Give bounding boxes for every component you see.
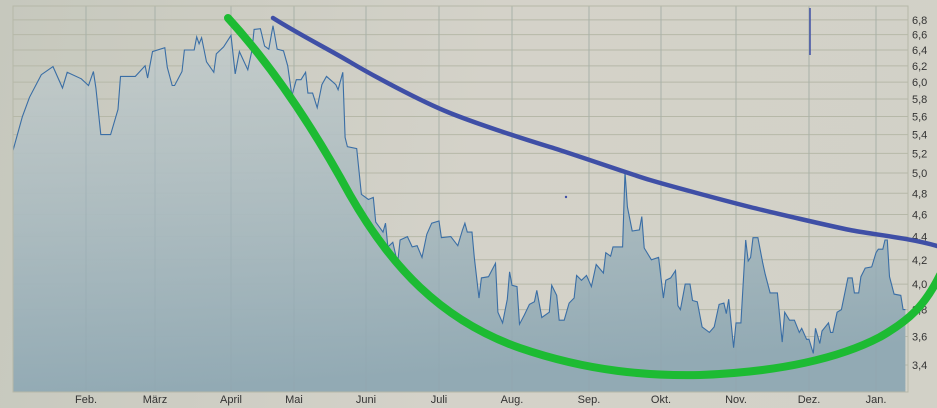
y-tick-label: 6,6 <box>912 30 927 42</box>
x-tick-label: Dez. <box>798 394 821 406</box>
y-tick-label: 4,0 <box>912 279 927 291</box>
y-tick-label: 3,4 <box>912 360 927 372</box>
marker-dot <box>564 195 568 199</box>
y-tick-label: 5,4 <box>912 130 927 142</box>
price-line <box>12 25 906 354</box>
month-gridlines-overlay <box>85 6 877 392</box>
y-tick-label: 5,8 <box>912 94 927 106</box>
y-axis: 6,86,66,46,26,05,85,65,45,25,04,84,64,44… <box>912 15 927 372</box>
resistance-trendline <box>270 15 937 249</box>
x-tick-label: Nov. <box>725 394 747 406</box>
y-tick-label: 6,2 <box>912 61 927 73</box>
bowl-trendcurve <box>224 14 937 380</box>
x-tick-label: Juli <box>431 394 448 406</box>
y-tick-label: 5,6 <box>912 112 927 124</box>
x-tick-label: Mai <box>285 394 303 406</box>
y-tick-label: 4,2 <box>912 255 927 267</box>
x-tick-label: Jan. <box>866 394 887 406</box>
x-axis: Feb. März April Mai Juni Juli Aug. Sep. Okt. Nov.… <box>75 394 886 406</box>
y-tick-label: 4,6 <box>912 209 927 221</box>
y-tick-label: 5,2 <box>912 148 927 160</box>
y-tick-label: 4,8 <box>912 188 927 200</box>
y-tick-label: 6,4 <box>912 45 927 57</box>
price-area-fill <box>13 25 906 392</box>
x-tick-label: Juni <box>356 394 376 406</box>
x-tick-label: März <box>143 394 167 406</box>
y-tick-label: 3,6 <box>912 332 927 344</box>
x-tick-label: April <box>220 394 242 406</box>
plot-border <box>12 5 909 393</box>
x-tick-label: Okt. <box>651 394 671 406</box>
x-tick-label: Sep. <box>578 394 601 406</box>
y-tick-label: 6,8 <box>912 15 927 27</box>
y-tick-label: 6,0 <box>912 77 927 89</box>
x-tick-label: Aug. <box>501 394 524 406</box>
y-tick-label: 5,0 <box>912 168 927 180</box>
x-tick-label: Feb. <box>75 394 97 406</box>
